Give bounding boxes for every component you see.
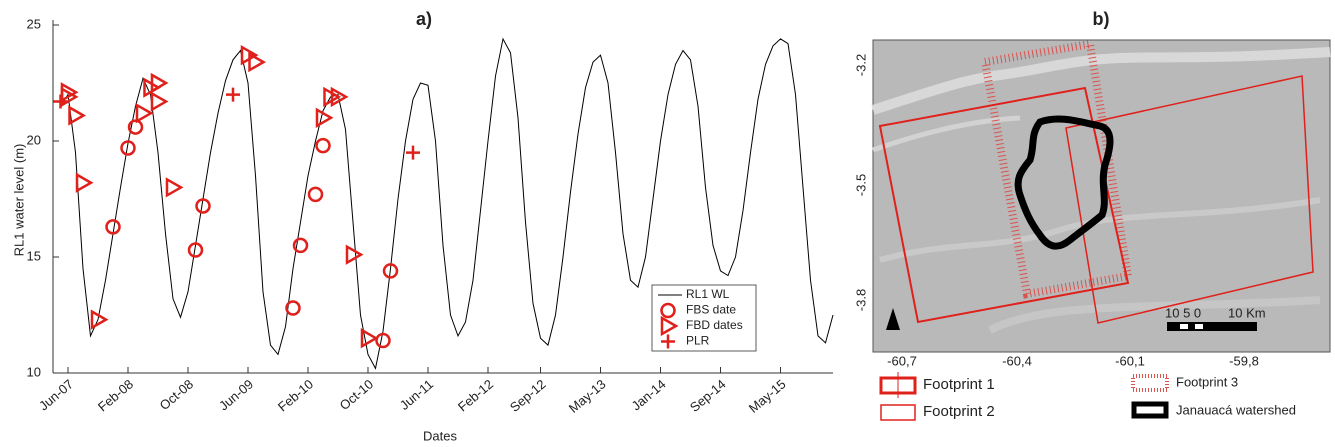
- legend-label: FBD dates: [686, 318, 743, 332]
- plr-marker: [226, 88, 240, 102]
- y-tick-label: 20: [27, 132, 41, 147]
- plr-marker: [54, 95, 68, 109]
- scale-label: 10 Km: [1228, 305, 1266, 320]
- x-tick-label: Jan-14: [629, 376, 669, 413]
- x-tick-label: Feb-08: [95, 376, 136, 414]
- fbd-marker: [137, 105, 151, 121]
- fbd-marker: [167, 179, 181, 195]
- fbs-marker: [317, 139, 330, 152]
- map-title: b): [1093, 9, 1110, 29]
- map-x-tick: -60,1: [1115, 353, 1145, 368]
- map-y-tick: -3.5: [853, 174, 868, 196]
- legend-symbol: [1134, 404, 1166, 416]
- fbs-marker: [287, 302, 300, 315]
- scale-label: 10 5 0: [1165, 305, 1201, 320]
- legend-label: Janauacá watershed: [1176, 402, 1296, 417]
- map-y-tick: -3.2: [853, 54, 868, 76]
- map-x-tick: -60,4: [1002, 353, 1032, 368]
- legend-label: RL1 WL: [686, 287, 730, 301]
- legend-label: FBS date: [686, 303, 736, 317]
- scale-bar: [1180, 324, 1188, 329]
- fbd-marker: [317, 110, 331, 126]
- legend-symbol: [1133, 376, 1167, 390]
- x-tick-label: Oct-08: [157, 376, 197, 413]
- fbs-marker: [377, 334, 390, 347]
- legend-label: Footprint 2: [923, 403, 995, 420]
- fbs-marker: [309, 188, 322, 201]
- x-tick-label: May-15: [746, 376, 789, 415]
- x-tick-label: Sep-12: [507, 376, 549, 414]
- legend-symbol: [881, 405, 915, 420]
- x-tick-label: Feb-12: [455, 376, 496, 414]
- x-tick-label: Sep-14: [687, 376, 729, 414]
- fbd-marker: [152, 94, 166, 110]
- chart-title: a): [416, 9, 432, 29]
- y-tick-label: 15: [27, 248, 41, 263]
- map-y-tick: -3.8: [853, 289, 868, 311]
- fbd-marker: [250, 54, 264, 70]
- fbd-marker: [347, 247, 361, 263]
- fbd-marker: [362, 330, 376, 346]
- map-x-tick: -60,7: [887, 353, 917, 368]
- fbd-marker: [77, 175, 91, 191]
- x-tick-label: Jun-07: [36, 376, 76, 413]
- figure: a) Dates RL1 water level (m) b) 10 5 0 1…: [0, 0, 1335, 447]
- x-tick-label: Oct-10: [337, 376, 377, 413]
- scale-bar: [1195, 324, 1203, 329]
- plr-marker: [406, 146, 420, 160]
- fbd-marker: [70, 107, 84, 123]
- x-tick-label: Feb-10: [275, 376, 316, 414]
- map: b) 10 5 0 10 Km -60,7 -60,4 -60,1 -59,8 …: [853, 9, 1330, 420]
- map-x-tick: -59,8: [1229, 353, 1259, 368]
- y-axis-label: RL1 water level (m): [11, 144, 26, 257]
- x-tick-label: May-13: [566, 376, 609, 415]
- y-tick-label: 25: [27, 16, 41, 31]
- legend-label: Footprint 3: [1176, 374, 1238, 389]
- x-tick-label: Jun-09: [216, 376, 256, 413]
- fbs-marker: [294, 239, 307, 252]
- x-axis-label: Dates: [423, 428, 457, 443]
- legend-label: PLR: [686, 334, 710, 348]
- y-tick-label: 10: [27, 364, 41, 379]
- x-tick-label: Jun-11: [397, 376, 436, 412]
- legend-label: Footprint 1: [923, 376, 995, 393]
